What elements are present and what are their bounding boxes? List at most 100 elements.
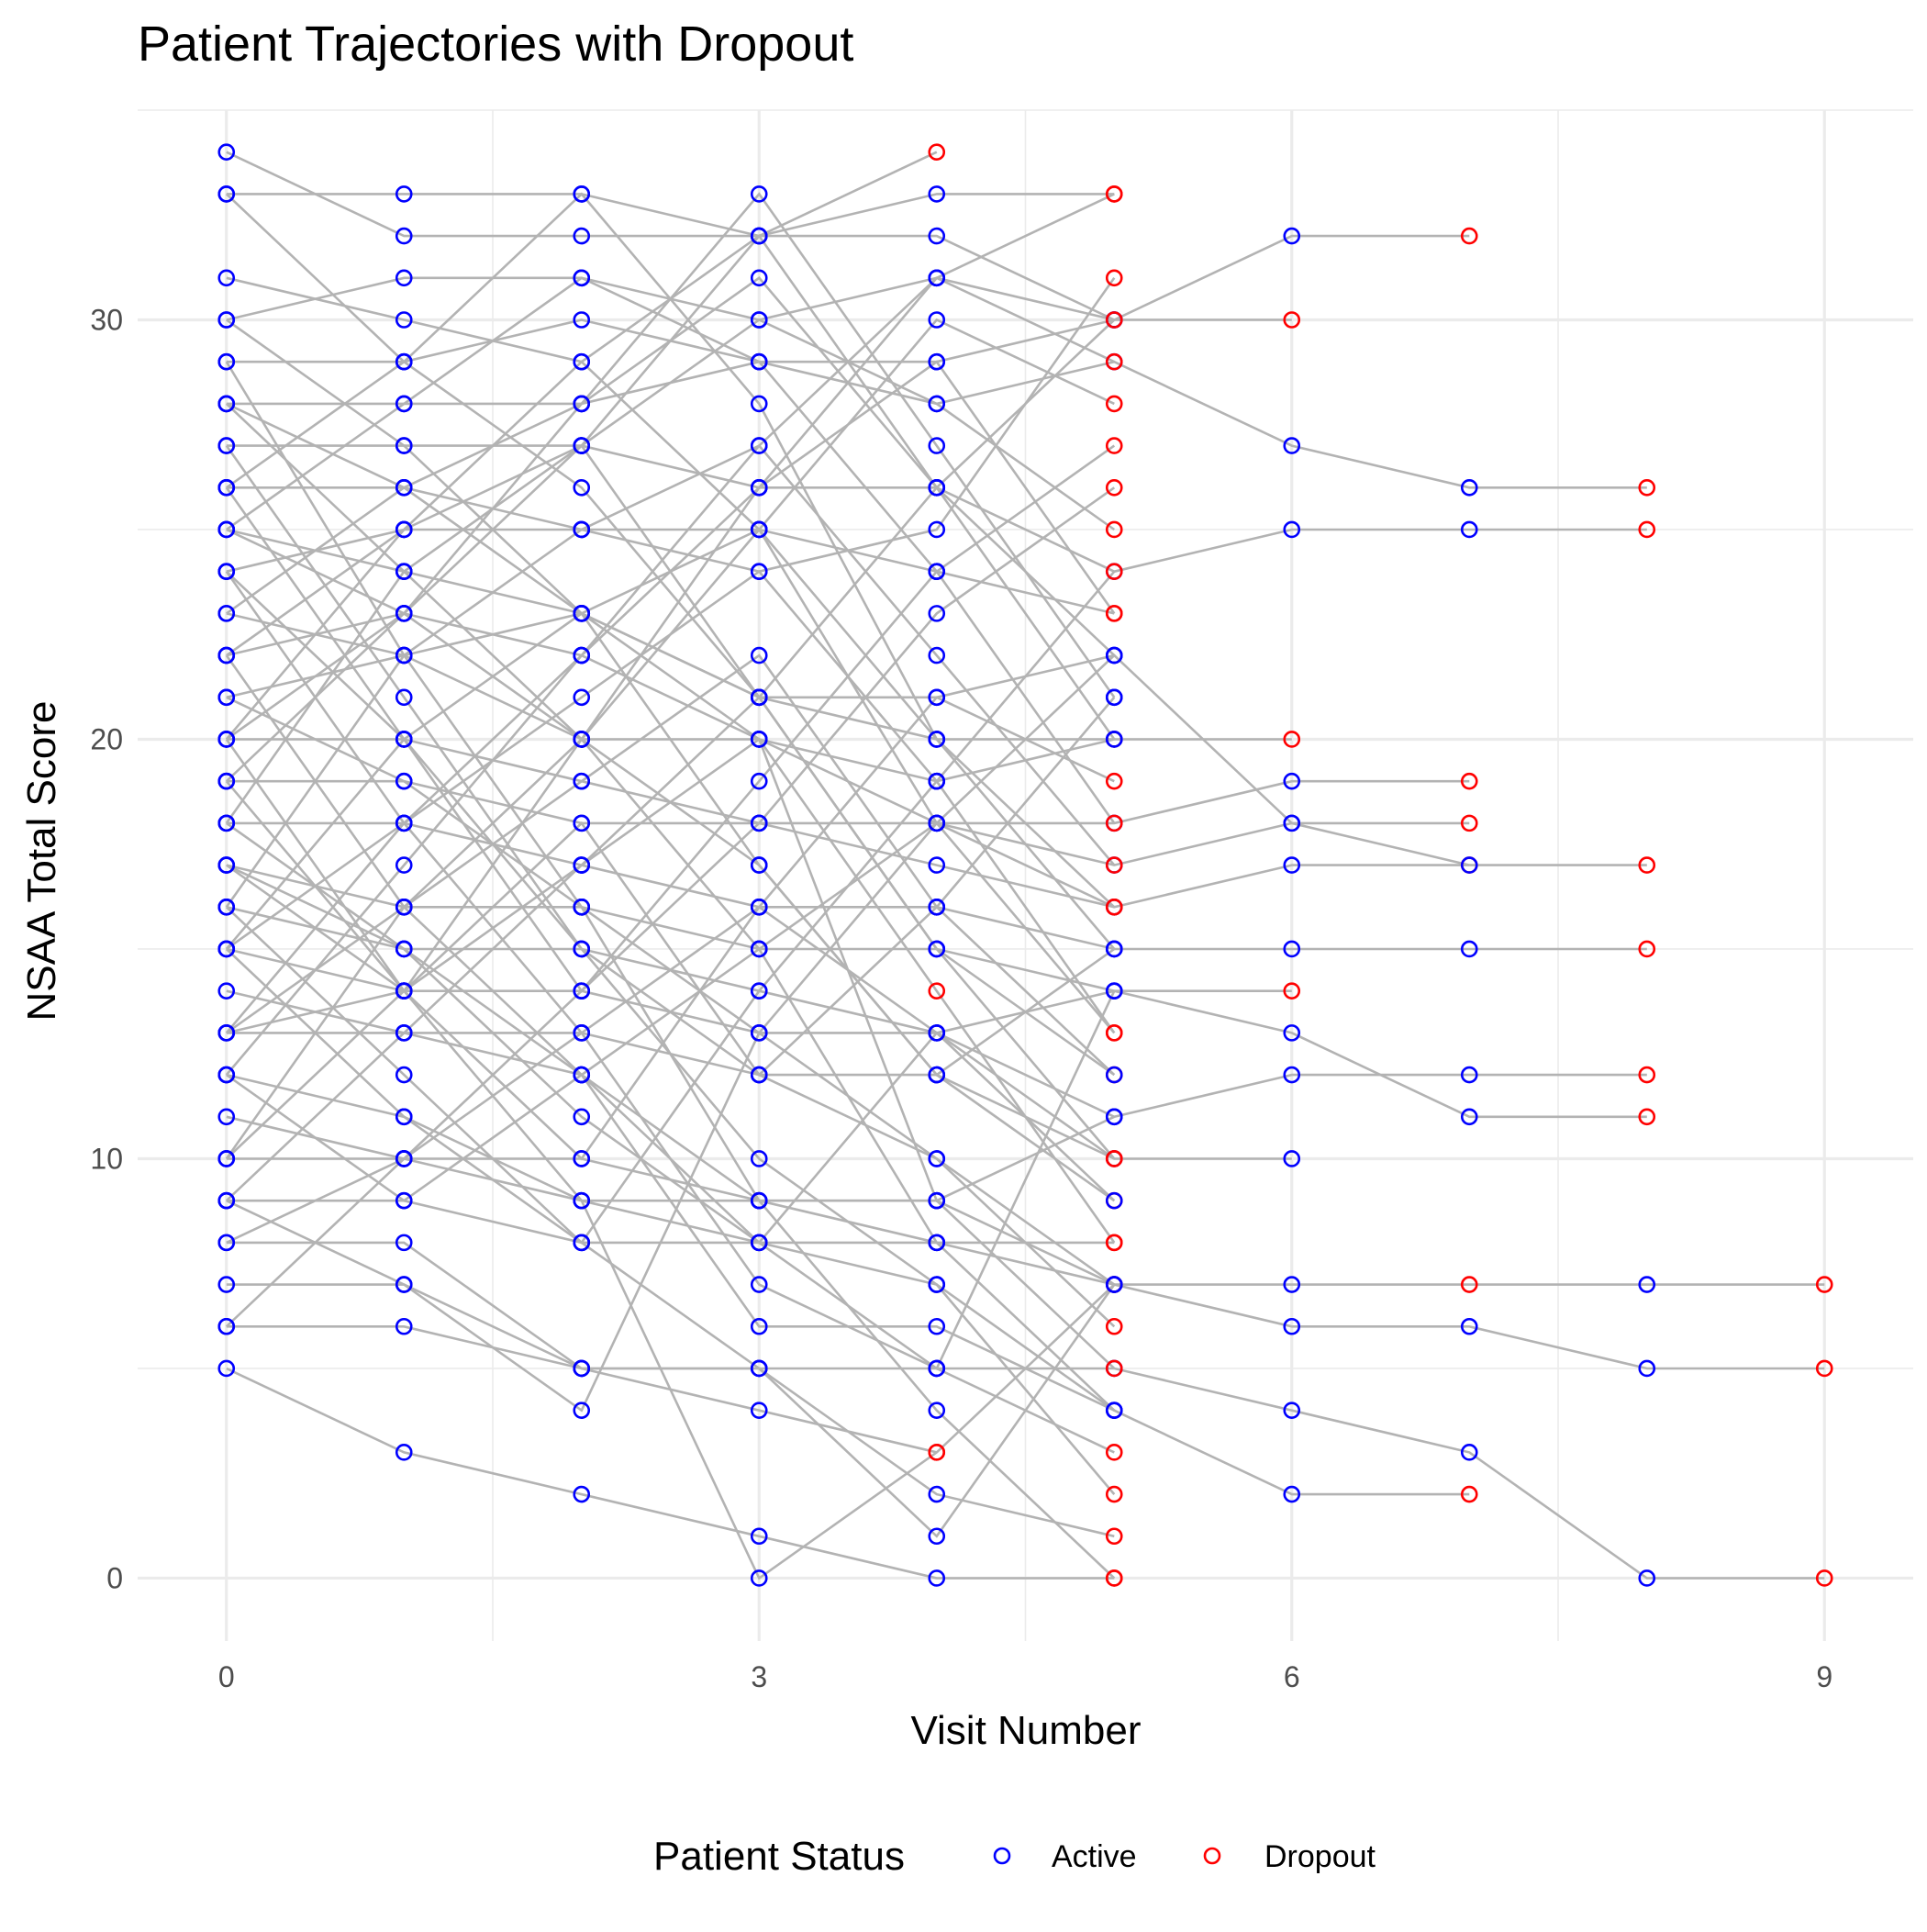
active-point: [928, 856, 946, 874]
active-point: [573, 1359, 591, 1378]
x-axis-label: Visit Number: [910, 1708, 1141, 1753]
active-point: [217, 311, 236, 329]
x-tick-label: 0: [218, 1660, 235, 1693]
active-point: [395, 982, 413, 1000]
active-point: [395, 898, 413, 916]
active-point: [395, 1317, 413, 1335]
active-point: [573, 1108, 591, 1126]
active-point: [928, 1066, 946, 1084]
active-point: [928, 352, 946, 371]
x-tick-label: 9: [1816, 1660, 1832, 1693]
active-point: [928, 1569, 946, 1587]
active-point: [573, 982, 591, 1000]
trajectory-line: [225, 443, 1116, 909]
active-point: [750, 1276, 768, 1293]
active-point: [395, 688, 413, 707]
dropout-point: [1638, 520, 1656, 539]
active-point: [928, 311, 946, 329]
dropout-point: [1105, 1024, 1123, 1042]
active-point: [1105, 1066, 1123, 1084]
active-point: [573, 856, 591, 874]
active-point: [395, 646, 413, 664]
active-point: [750, 478, 768, 497]
trajectory-line: [226, 360, 1116, 1034]
trajectory-line: [225, 318, 1115, 1160]
active-point: [573, 478, 591, 497]
active-point: [573, 437, 591, 454]
active-point: [217, 814, 236, 832]
trajectory-line: [226, 192, 1116, 909]
dropout-point: [1105, 856, 1123, 874]
active-point: [928, 1359, 946, 1378]
trajectory-line: [226, 402, 1116, 1077]
active-point: [750, 940, 768, 958]
active-point: [750, 563, 768, 580]
active-point: [573, 731, 591, 748]
active-point: [1283, 940, 1301, 958]
dropout-point: [1105, 1569, 1123, 1587]
active-point: [573, 1191, 591, 1210]
trajectory-line: [226, 234, 1470, 321]
dropout-point: [1105, 772, 1123, 790]
trajectory-line: [226, 821, 1116, 1370]
active-point: [1460, 520, 1478, 539]
dropout-point: [1105, 1485, 1123, 1503]
active-point: [928, 563, 946, 580]
trajectory-line: [225, 570, 1116, 1245]
active-point: [217, 731, 236, 748]
active-point: [217, 646, 236, 664]
dropout-point: [1105, 1317, 1123, 1335]
trajectory-line: [226, 1199, 1115, 1245]
active-point: [573, 269, 591, 287]
y-tick-label: 20: [90, 722, 123, 755]
active-point: [750, 1527, 768, 1546]
active-point: [750, 731, 768, 748]
trajectory-line: [225, 444, 1116, 993]
dropout-point: [1105, 437, 1123, 454]
active-point: [573, 646, 591, 664]
active-point: [217, 856, 236, 874]
active-point: [1283, 772, 1301, 790]
active-point: [928, 1527, 946, 1546]
dropout-point: [1638, 856, 1656, 874]
active-point: [928, 1024, 946, 1042]
trajectory-line: [226, 1367, 1115, 1580]
active-point: [395, 1234, 413, 1252]
active-point: [217, 1276, 236, 1293]
active-point: [750, 1066, 768, 1084]
trajectory-line: [226, 1115, 1470, 1496]
data-points: [217, 143, 1833, 1587]
trajectory-line: [225, 443, 1116, 1160]
active-point: [1283, 1024, 1301, 1042]
active-point: [395, 814, 413, 832]
active-point: [1105, 940, 1123, 958]
active-point: [1460, 1444, 1478, 1461]
active-point: [395, 185, 413, 203]
active-point: [573, 940, 591, 958]
dropout-point: [1815, 1569, 1833, 1587]
dropout-point: [1638, 478, 1656, 497]
trajectory-line: [226, 1325, 1115, 1538]
legend-dropout-key-icon: [1203, 1847, 1221, 1865]
dropout-point: [1638, 1066, 1656, 1084]
dropout-point: [1105, 352, 1123, 371]
active-point: [395, 520, 413, 539]
active-point: [928, 1150, 946, 1167]
active-point: [750, 1150, 768, 1167]
active-point: [1460, 856, 1478, 874]
dropout-point: [1283, 982, 1301, 1000]
active-point: [217, 478, 236, 497]
dropout-point: [928, 982, 946, 1000]
active-point: [395, 856, 413, 874]
active-point: [928, 185, 946, 203]
trajectory-line: [225, 318, 1116, 1202]
active-point: [395, 437, 413, 454]
active-point: [217, 982, 236, 1000]
legend-active-key-icon: [993, 1847, 1011, 1865]
trajectory-line: [226, 654, 1116, 1413]
dropout-point: [1638, 1108, 1656, 1126]
x-tick-label: 6: [1284, 1660, 1300, 1693]
trajectory-line: [226, 737, 1115, 1202]
